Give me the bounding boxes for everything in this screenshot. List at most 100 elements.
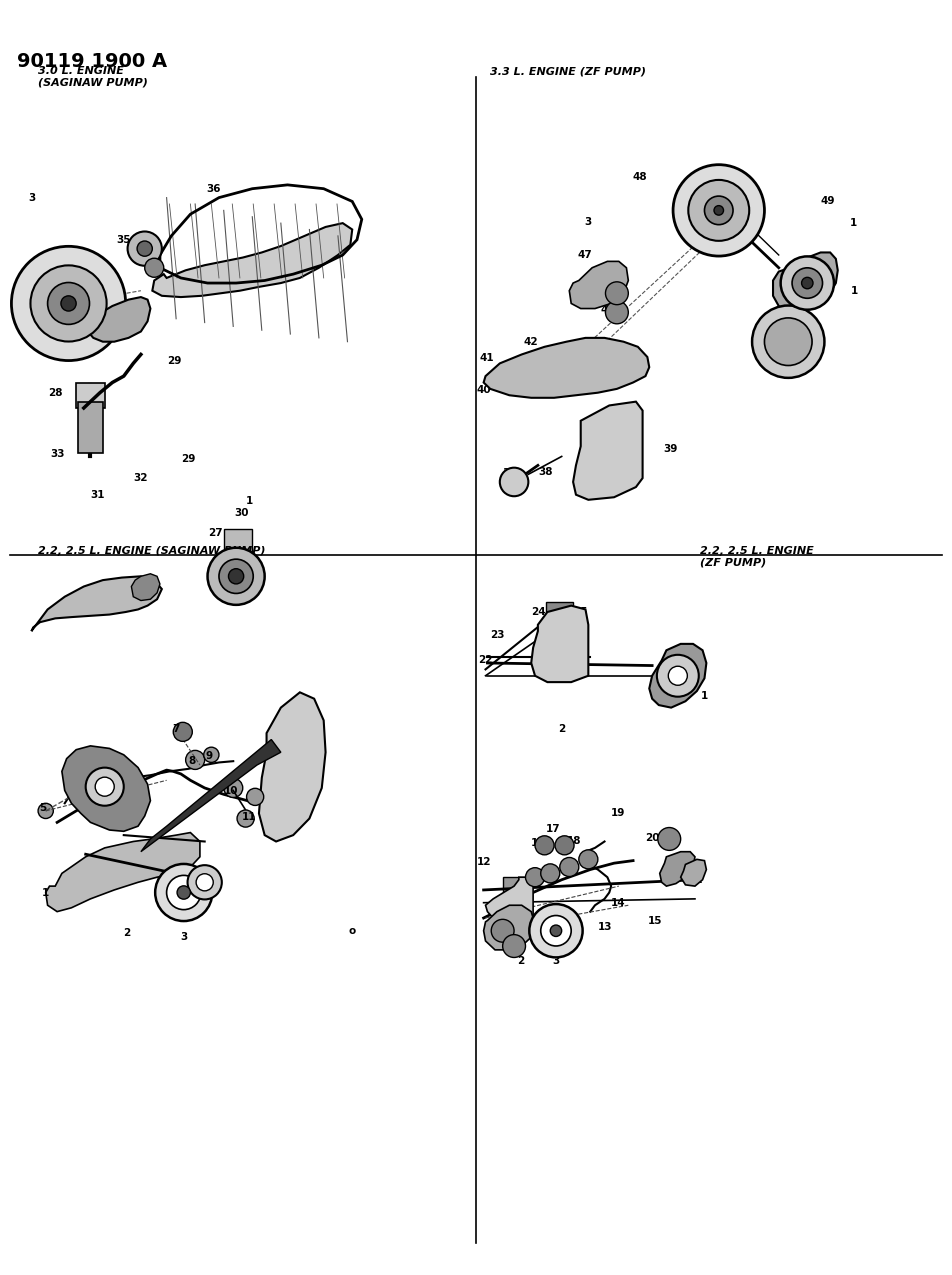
Circle shape xyxy=(188,866,222,899)
Text: 3.3 L. ENGINE (ZF PUMP): 3.3 L. ENGINE (ZF PUMP) xyxy=(490,66,646,76)
Circle shape xyxy=(541,864,560,882)
Text: 38: 38 xyxy=(538,467,553,477)
Text: 14: 14 xyxy=(610,898,625,908)
Text: 17: 17 xyxy=(545,824,561,834)
Circle shape xyxy=(658,827,681,850)
Text: 44: 44 xyxy=(600,358,615,368)
Circle shape xyxy=(668,667,687,685)
Polygon shape xyxy=(259,692,326,842)
Text: 4: 4 xyxy=(196,878,204,889)
Circle shape xyxy=(529,904,583,958)
Circle shape xyxy=(752,306,824,377)
Text: 20: 20 xyxy=(645,833,660,843)
Circle shape xyxy=(208,548,265,604)
Circle shape xyxy=(579,850,598,868)
Text: 16: 16 xyxy=(530,838,545,848)
Circle shape xyxy=(503,935,526,958)
Polygon shape xyxy=(84,297,150,342)
Polygon shape xyxy=(141,740,281,852)
Polygon shape xyxy=(569,261,628,309)
Circle shape xyxy=(673,164,764,256)
Text: 30: 30 xyxy=(234,507,249,518)
Polygon shape xyxy=(131,574,160,601)
Text: 50: 50 xyxy=(775,324,790,334)
Bar xyxy=(503,877,524,892)
Text: 48: 48 xyxy=(632,172,647,182)
Circle shape xyxy=(137,241,152,256)
Text: 5: 5 xyxy=(39,803,47,813)
Circle shape xyxy=(535,836,554,854)
Polygon shape xyxy=(531,606,588,682)
Polygon shape xyxy=(573,402,643,500)
Text: 37: 37 xyxy=(502,468,517,478)
Circle shape xyxy=(204,747,219,762)
Text: 3: 3 xyxy=(710,184,718,194)
Circle shape xyxy=(38,803,53,819)
Text: 24: 24 xyxy=(531,607,546,617)
Text: 45: 45 xyxy=(600,305,615,315)
Circle shape xyxy=(61,296,76,311)
Circle shape xyxy=(228,569,244,584)
Circle shape xyxy=(550,926,562,936)
Text: 2: 2 xyxy=(585,472,592,482)
Text: 23: 23 xyxy=(489,630,505,640)
Text: 1: 1 xyxy=(851,286,859,296)
Text: 90119 1900 A: 90119 1900 A xyxy=(17,52,168,70)
Text: 3: 3 xyxy=(552,956,560,966)
Text: 18: 18 xyxy=(566,836,582,847)
Text: 12: 12 xyxy=(476,857,491,867)
Text: 6: 6 xyxy=(85,778,92,788)
Text: 35: 35 xyxy=(116,235,131,245)
Circle shape xyxy=(128,232,162,265)
Text: 31: 31 xyxy=(89,490,105,500)
Text: o: o xyxy=(348,926,356,936)
Circle shape xyxy=(173,723,192,741)
Text: 39: 39 xyxy=(663,444,678,454)
Circle shape xyxy=(247,788,264,806)
Text: 2: 2 xyxy=(517,956,525,966)
Text: 15: 15 xyxy=(647,915,663,926)
Circle shape xyxy=(526,868,545,886)
Circle shape xyxy=(605,301,628,324)
Polygon shape xyxy=(681,859,706,886)
Text: 9: 9 xyxy=(206,751,213,761)
Circle shape xyxy=(764,317,812,366)
Text: 7: 7 xyxy=(172,724,180,734)
Circle shape xyxy=(237,810,254,827)
Circle shape xyxy=(219,560,253,593)
Text: 13: 13 xyxy=(598,922,613,932)
Text: 3: 3 xyxy=(585,217,592,227)
Text: 46: 46 xyxy=(600,286,615,296)
Text: 8: 8 xyxy=(188,756,196,766)
Circle shape xyxy=(145,259,164,277)
Text: 33: 33 xyxy=(50,449,65,459)
Text: 1: 1 xyxy=(486,933,494,944)
Text: 22: 22 xyxy=(478,655,493,666)
Bar xyxy=(78,402,103,453)
Polygon shape xyxy=(486,877,533,918)
Circle shape xyxy=(186,751,205,769)
Circle shape xyxy=(714,205,724,215)
Text: 26: 26 xyxy=(652,683,667,694)
Polygon shape xyxy=(31,576,162,631)
Circle shape xyxy=(605,282,628,305)
Text: 1: 1 xyxy=(44,298,51,309)
Text: 29: 29 xyxy=(167,356,182,366)
Text: 1: 1 xyxy=(701,691,708,701)
Circle shape xyxy=(224,779,243,797)
Polygon shape xyxy=(649,644,706,708)
Circle shape xyxy=(86,768,124,806)
Polygon shape xyxy=(660,852,695,886)
Text: 11: 11 xyxy=(242,812,257,822)
Text: 34: 34 xyxy=(133,256,149,266)
Circle shape xyxy=(802,278,813,288)
Circle shape xyxy=(95,778,114,796)
Polygon shape xyxy=(152,223,352,297)
Circle shape xyxy=(657,655,699,696)
Polygon shape xyxy=(484,905,535,950)
Polygon shape xyxy=(62,746,150,831)
Text: 32: 32 xyxy=(133,473,149,483)
Text: 25: 25 xyxy=(573,607,588,617)
Text: 2: 2 xyxy=(123,928,130,938)
Text: 43: 43 xyxy=(597,342,612,352)
